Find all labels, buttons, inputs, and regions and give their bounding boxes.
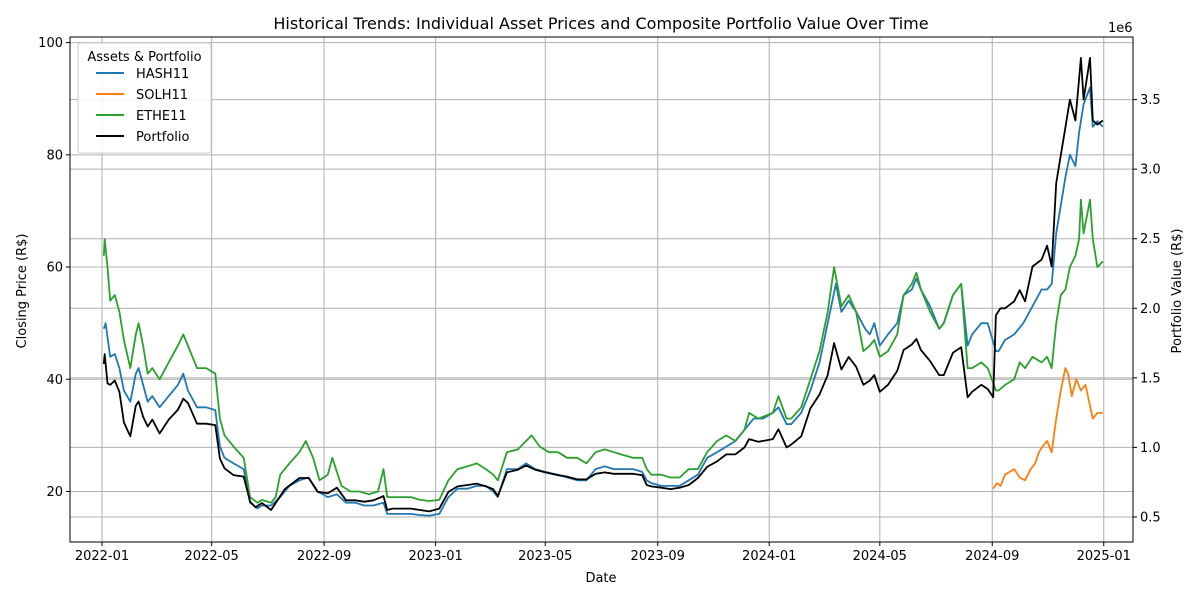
x-tick-label: 2022-01 <box>75 549 129 564</box>
y-tick-label: 60 <box>46 261 63 276</box>
legend-title: Assets & Portfolio <box>87 50 201 65</box>
y-axis-label: Closing Price (R$) <box>15 234 30 349</box>
y2-tick-label: 2.0 <box>1140 302 1161 317</box>
series-line-hash11 <box>104 88 1103 516</box>
x-axis-label: Date <box>585 571 616 586</box>
x-tick-label: 2024-01 <box>742 549 796 564</box>
y2-tick-label: 1.0 <box>1140 441 1161 456</box>
legend: Assets & Portfolio HASH11 SOLH11 ETHE11 Por… <box>78 43 211 153</box>
y2-tick-label: 1.5 <box>1140 371 1161 386</box>
y2-tick-label: 2.5 <box>1140 232 1161 247</box>
x-tick-label: 2023-09 <box>631 549 685 564</box>
y-tick-label: 80 <box>46 148 63 163</box>
x-tick-label: 2024-09 <box>965 549 1019 564</box>
y-tick-label: 100 <box>38 36 63 51</box>
legend-label: ETHE11 <box>136 109 187 124</box>
plot-frame <box>70 37 1133 542</box>
y2-tick-label: 0.5 <box>1140 510 1161 525</box>
legend-label: SOLH11 <box>136 88 188 103</box>
legend-label: HASH11 <box>136 67 189 82</box>
series-line-ethe11 <box>104 200 1103 503</box>
x-tick-label: 2023-05 <box>518 549 572 564</box>
y2-tick-label: 3.0 <box>1140 163 1161 178</box>
y2-offset-text: 1e6 <box>1108 21 1133 36</box>
y2-tick-label: 3.5 <box>1140 93 1161 108</box>
grid <box>70 37 1133 542</box>
x-tick-label: 2025-01 <box>1077 549 1131 564</box>
y-tick-label: 20 <box>46 485 63 500</box>
x-tick-label: 2022-09 <box>297 549 351 564</box>
series-line-portfolio <box>104 58 1103 512</box>
y-tick-label: 40 <box>46 373 63 388</box>
x-tick-label: 2022-05 <box>185 549 239 564</box>
series-line-solh11 <box>993 368 1103 489</box>
y2-axis-label: Portfolio Value (R$) <box>1170 229 1185 354</box>
x-tick-label: 2024-05 <box>853 549 907 564</box>
chart-title: Historical Trends: Individual Asset Pric… <box>273 14 928 33</box>
legend-label: Portfolio <box>136 130 190 145</box>
x-tick-label: 2023-01 <box>408 549 462 564</box>
